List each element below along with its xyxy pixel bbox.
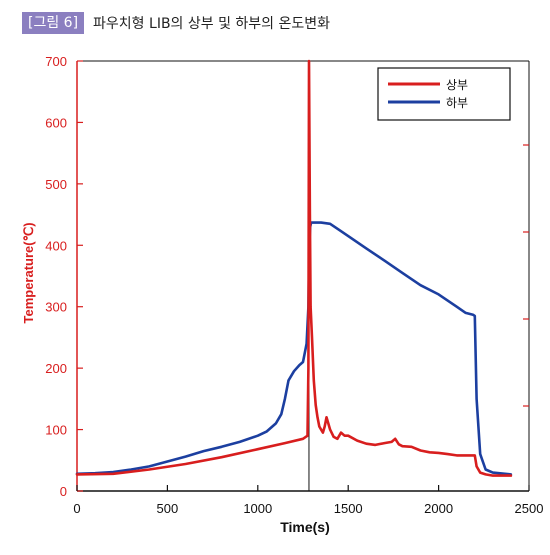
figure-title: 파우치형 LIB의 상부 및 하부의 온도변화: [93, 16, 331, 32]
plot-frame: [76, 60, 530, 492]
y-axis-ticks: 0 100 200 300 400 500 600 700: [45, 54, 83, 499]
y-tick-label: 700: [45, 54, 67, 69]
y-tick-label: 100: [45, 423, 67, 438]
series-line-top: [75, 59, 513, 477]
legend-label-bottom: 하부: [446, 96, 468, 110]
x-tick-label: 1500: [334, 501, 363, 516]
y-tick-label: 600: [45, 115, 67, 130]
figure-tag: [그림 6]: [22, 12, 85, 34]
x-tick-label: 2500: [515, 501, 544, 516]
right-axis-ticks: [523, 144, 529, 407]
y-tick-label: 400: [45, 238, 67, 253]
x-tick-label: 2000: [424, 501, 453, 516]
legend-box: [377, 67, 511, 121]
y-tick-label: 300: [45, 300, 67, 315]
x-tick-label: 500: [157, 501, 179, 516]
legend-label-top: 상부: [446, 78, 468, 92]
series-layer: [75, 59, 513, 477]
y-tick-label: 0: [60, 484, 67, 499]
y-axis-label: Temperature(℃): [21, 222, 36, 323]
x-tick-label: 0: [73, 501, 80, 516]
x-tick-label: 1000: [243, 501, 272, 516]
figure-caption: [그림 6] 파우치형 LIB의 상부 및 하부의 온도변화: [22, 12, 330, 34]
y-tick-label: 200: [45, 361, 67, 376]
legend: 상부 하부: [377, 67, 511, 121]
series-line-bottom: [75, 221, 513, 476]
x-axis-ticks: 0 500 1000 1500 2000 2500: [73, 485, 543, 516]
y-tick-label: 500: [45, 177, 67, 192]
x-axis-label: Time(s): [280, 519, 330, 535]
